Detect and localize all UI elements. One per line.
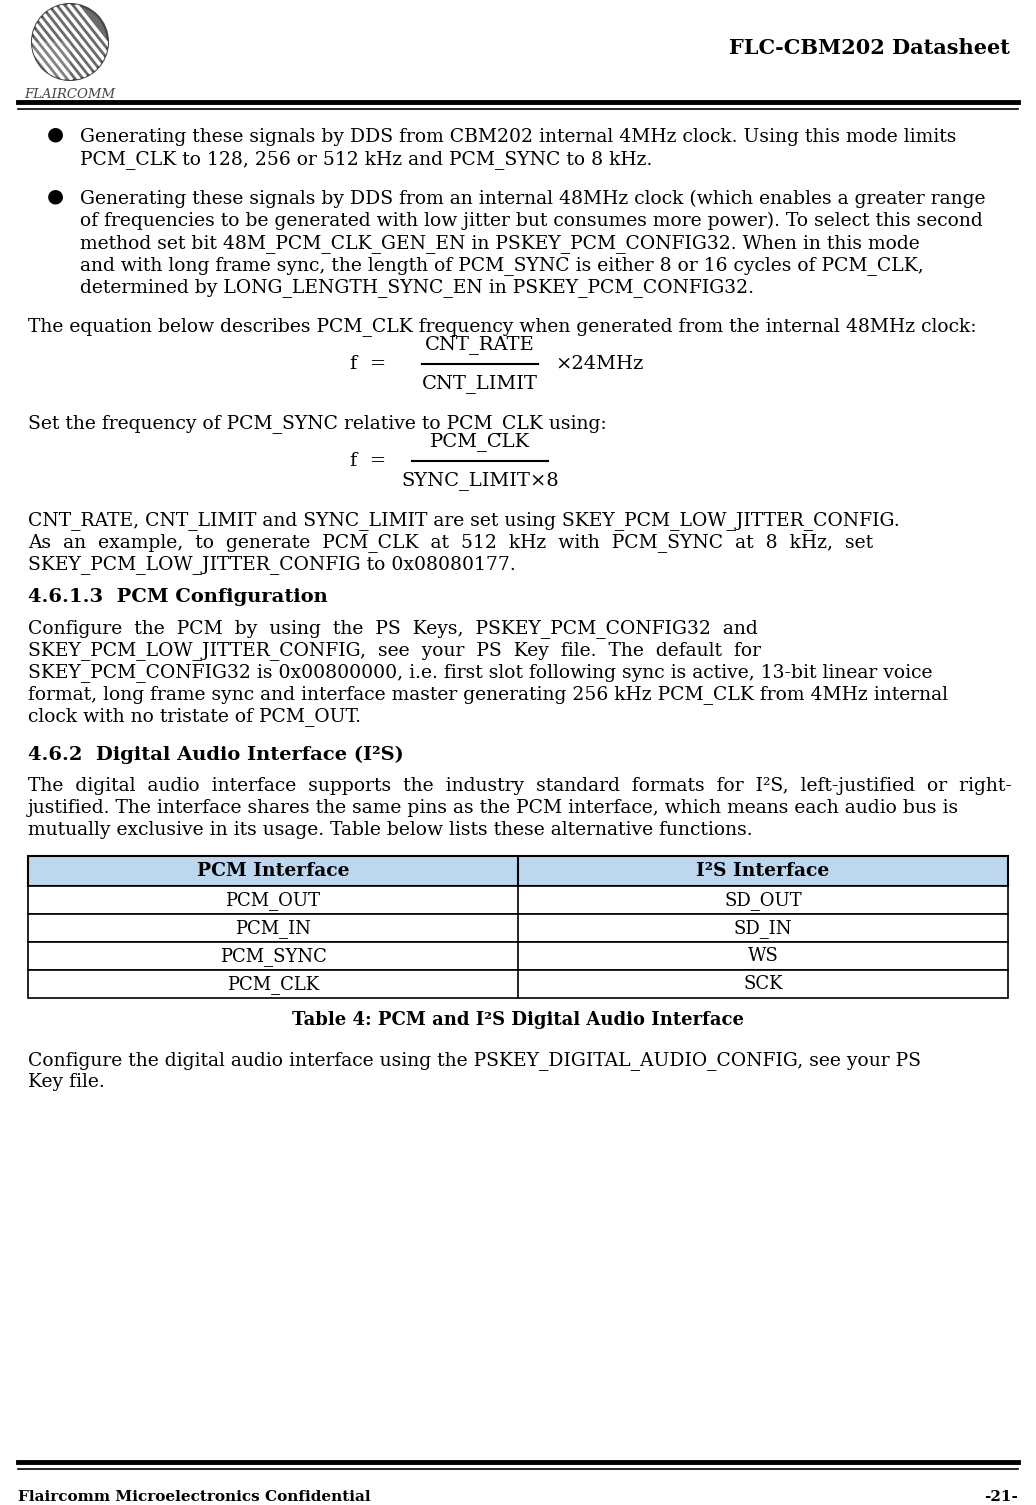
Text: Configure the digital audio interface using the PSKEY_DIGITAL_AUDIO_CONFIG, see : Configure the digital audio interface us… xyxy=(28,1050,921,1070)
Text: CNT_RATE: CNT_RATE xyxy=(425,336,535,354)
Text: and with long frame sync, the length of PCM_SYNC is either 8 or 16 cycles of PCM: and with long frame sync, the length of … xyxy=(80,256,924,274)
Bar xyxy=(28,942,1008,971)
Bar xyxy=(28,856,1008,886)
Text: PCM_CLK: PCM_CLK xyxy=(227,975,319,993)
Text: ●: ● xyxy=(47,125,63,143)
Text: determined by LONG_LENGTH_SYNC_EN in PSKEY_PCM_CONFIG32.: determined by LONG_LENGTH_SYNC_EN in PSK… xyxy=(80,277,754,296)
Text: SD_IN: SD_IN xyxy=(733,918,793,938)
Text: SCK: SCK xyxy=(743,975,783,993)
Text: clock with no tristate of PCM_OUT.: clock with no tristate of PCM_OUT. xyxy=(28,707,361,725)
Text: The equation below describes PCM_CLK frequency when generated from the internal : The equation below describes PCM_CLK fre… xyxy=(28,318,977,336)
Text: SKEY_PCM_LOW_JITTER_CONFIG,  see  your  PS  Key  file.  The  default  for: SKEY_PCM_LOW_JITTER_CONFIG, see your PS … xyxy=(28,641,761,659)
Bar xyxy=(28,886,1008,914)
Text: Set the frequency of PCM_SYNC relative to PCM_CLK using:: Set the frequency of PCM_SYNC relative t… xyxy=(28,414,607,433)
Text: Generating these signals by DDS from CBM202 internal 4MHz clock. Using this mode: Generating these signals by DDS from CBM… xyxy=(80,128,956,146)
Text: FLC-CBM202 Datasheet: FLC-CBM202 Datasheet xyxy=(729,38,1010,59)
Text: ●: ● xyxy=(47,187,63,205)
Circle shape xyxy=(32,5,108,80)
Text: SKEY_PCM_CONFIG32 is 0x00800000, i.e. first slot following sync is active, 13-bi: SKEY_PCM_CONFIG32 is 0x00800000, i.e. fi… xyxy=(28,662,932,682)
Text: justified. The interface shares the same pins as the PCM interface, which means : justified. The interface shares the same… xyxy=(28,799,959,817)
Text: mutually exclusive in its usage. Table below lists these alternative functions.: mutually exclusive in its usage. Table b… xyxy=(28,822,752,838)
Text: Generating these signals by DDS from an internal 48MHz clock (which enables a gr: Generating these signals by DDS from an … xyxy=(80,190,985,208)
Text: method set bit 48M_PCM_CLK_GEN_EN in PSKEY_PCM_CONFIG32. When in this mode: method set bit 48M_PCM_CLK_GEN_EN in PSK… xyxy=(80,233,920,253)
Text: The  digital  audio  interface  supports  the  industry  standard  formats  for : The digital audio interface supports the… xyxy=(28,777,1012,795)
Text: Key file.: Key file. xyxy=(28,1073,105,1091)
Text: f  =: f = xyxy=(350,355,386,373)
Bar xyxy=(28,914,1008,942)
Text: 4.6.2  Digital Audio Interface (I²S): 4.6.2 Digital Audio Interface (I²S) xyxy=(28,746,404,765)
Text: PCM_OUT: PCM_OUT xyxy=(226,891,320,909)
Text: As  an  example,  to  generate  PCM_CLK  at  512  kHz  with  PCM_SYNC  at  8  kH: As an example, to generate PCM_CLK at 51… xyxy=(28,533,873,552)
Text: CNT_LIMIT: CNT_LIMIT xyxy=(422,375,538,393)
Text: PCM_CLK: PCM_CLK xyxy=(430,432,530,451)
Text: SD_OUT: SD_OUT xyxy=(724,891,802,909)
Text: SYNC_LIMIT×8: SYNC_LIMIT×8 xyxy=(401,471,558,491)
Text: ×24MHz: ×24MHz xyxy=(555,355,643,373)
Text: format, long frame sync and interface master generating 256 kHz PCM_CLK from 4MH: format, long frame sync and interface ma… xyxy=(28,685,948,703)
Text: 4.6.1.3  PCM Configuration: 4.6.1.3 PCM Configuration xyxy=(28,588,327,607)
Text: f  =: f = xyxy=(350,452,386,470)
Text: CNT_RATE, CNT_LIMIT and SYNC_LIMIT are set using SKEY_PCM_LOW_JITTER_CONFIG.: CNT_RATE, CNT_LIMIT and SYNC_LIMIT are s… xyxy=(28,510,899,530)
Text: SKEY_PCM_LOW_JITTER_CONFIG to 0x08080177.: SKEY_PCM_LOW_JITTER_CONFIG to 0x08080177… xyxy=(28,555,516,573)
Text: of frequencies to be generated with low jitter but consumes more power). To sele: of frequencies to be generated with low … xyxy=(80,212,983,230)
Text: PCM_SYNC: PCM_SYNC xyxy=(220,947,326,966)
Text: PCM_CLK to 128, 256 or 512 kHz and PCM_SYNC to 8 kHz.: PCM_CLK to 128, 256 or 512 kHz and PCM_S… xyxy=(80,150,653,169)
Text: Flaircomm Microelectronics Confidential: Flaircomm Microelectronics Confidential xyxy=(18,1490,371,1503)
Bar xyxy=(28,971,1008,998)
Wedge shape xyxy=(32,42,70,80)
Text: PCM_IN: PCM_IN xyxy=(235,918,311,938)
Text: WS: WS xyxy=(748,947,778,965)
Text: Configure  the  PCM  by  using  the  PS  Keys,  PSKEY_PCM_CONFIG32  and: Configure the PCM by using the PS Keys, … xyxy=(28,619,757,638)
Text: PCM Interface: PCM Interface xyxy=(197,862,349,880)
Text: -21-: -21- xyxy=(984,1490,1018,1503)
Text: I²S Interface: I²S Interface xyxy=(696,862,830,880)
Text: FLAIRCOMM: FLAIRCOMM xyxy=(25,87,116,101)
Text: Table 4: PCM and I²S Digital Audio Interface: Table 4: PCM and I²S Digital Audio Inter… xyxy=(292,1011,744,1029)
